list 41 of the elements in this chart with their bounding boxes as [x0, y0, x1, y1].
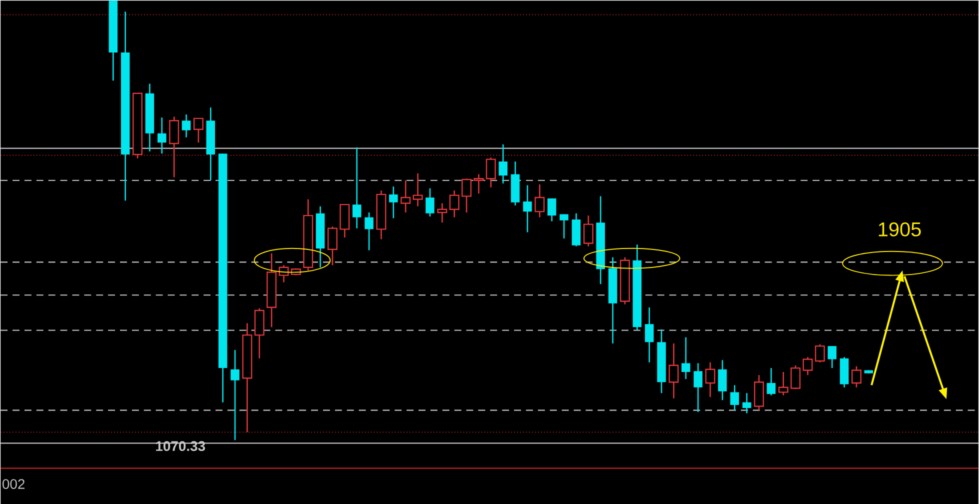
candlestick [426, 188, 434, 218]
candlestick [790, 364, 801, 390]
candlestick [158, 116, 166, 154]
candlestick [705, 362, 716, 398]
candlestick [851, 366, 862, 388]
candlestick [644, 306, 654, 363]
candlestick [389, 186, 398, 219]
candlestick [730, 384, 739, 411]
candlestick [681, 336, 690, 380]
candlestick [412, 172, 423, 207]
candlestick [766, 367, 776, 396]
candlestick [193, 118, 204, 144]
candlestick [718, 359, 727, 401]
candlestick [828, 345, 836, 369]
candlestick [547, 198, 556, 222]
candlestick [474, 174, 484, 194]
candlestick [230, 349, 240, 441]
candlestick [778, 371, 788, 396]
candlestick [802, 356, 813, 376]
candlestick [668, 342, 679, 399]
candlestick [498, 144, 508, 184]
candlestick [437, 202, 448, 224]
candlestick [400, 180, 411, 214]
candlestick [560, 214, 568, 240]
candlestick [814, 344, 825, 363]
candlestick [462, 178, 472, 214]
candlestick [352, 146, 362, 229]
candlestick [169, 116, 180, 178]
text: 1905 [878, 222, 921, 236]
candlestick [583, 214, 594, 247]
text: 1070.33 [156, 441, 206, 452]
candlestick [364, 212, 374, 251]
candlestick [534, 184, 545, 218]
candlestick [486, 156, 496, 188]
candlestick [449, 190, 460, 218]
candlestick [523, 184, 532, 233]
candlestick [742, 392, 752, 414]
candlestick [182, 114, 191, 138]
candlestick [328, 226, 338, 266]
candlestick [694, 362, 702, 413]
text: 002 [2, 479, 25, 489]
